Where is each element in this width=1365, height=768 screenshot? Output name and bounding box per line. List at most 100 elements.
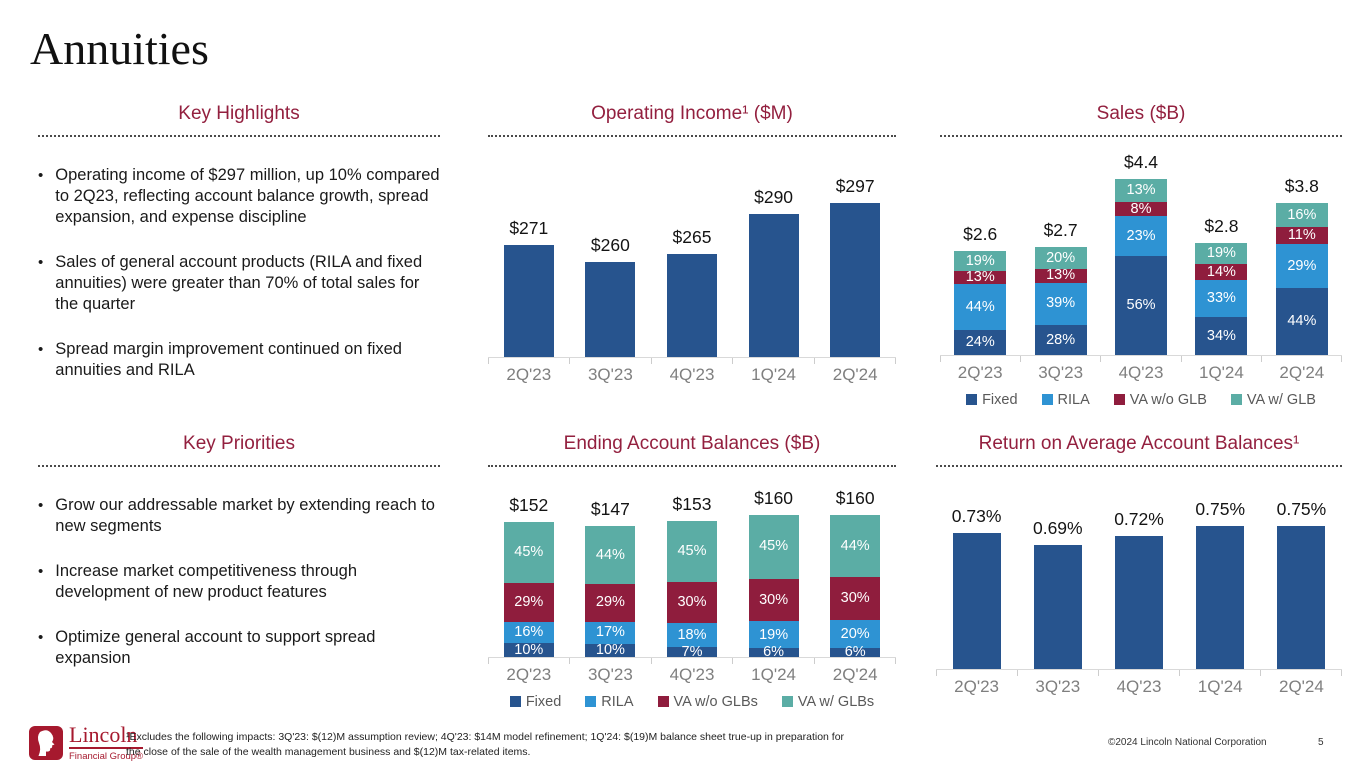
bar-value-label: $153 — [672, 493, 712, 514]
chart-legend: Fixed RILA VA w/o GLB VA w/ GLB — [940, 392, 1342, 408]
bar-cell: 0.75% — [1261, 467, 1342, 669]
bullet-item: • Sales of general account products (RILA… — [38, 252, 440, 315]
bullet-marker: • — [38, 340, 44, 358]
bar-4Q'23: 56% 23% 8% 13% — [1115, 178, 1168, 355]
segment-VA w/o GLB: 8% — [1115, 200, 1168, 217]
axis-tick — [1180, 355, 1261, 362]
bar-cell: $2.8 34% 33% 14% 19% — [1181, 137, 1261, 355]
bullet-item: • Increase market competitiveness through… — [38, 561, 440, 603]
bullet-item: • Optimize general account to support spr… — [38, 627, 440, 669]
axis-tick — [732, 657, 813, 664]
segment-VA w/o GLB: 13% — [954, 269, 1007, 286]
bar-4Q'23: 7% 18% 30% 45% — [666, 520, 717, 659]
bullet-marker: • — [38, 253, 44, 271]
chart-title: Return on Average Account Balances¹ — [936, 433, 1342, 467]
segment-label: 44% — [840, 537, 870, 554]
segment-RILA: 33% — [1195, 279, 1248, 317]
axis-tick — [732, 357, 813, 364]
segment-label: 45% — [677, 543, 707, 560]
bar-cell: $265 — [651, 137, 733, 357]
segment-label: 20% — [840, 625, 870, 642]
return-on-avg-balances-chart: Return on Average Account Balances¹ 0.73… — [936, 433, 1342, 697]
legend-label: VA w/o GLB — [1129, 391, 1207, 408]
segment-VA w/o GLB: 11% — [1275, 227, 1328, 244]
legend-item-VA w/ GLB: VA w/ GLB — [1230, 392, 1316, 408]
legend-label: Fixed — [525, 693, 562, 710]
segment-Fixed: 6% — [748, 645, 799, 659]
bar-cell: $160 6% 19% 30% 45% — [733, 467, 815, 659]
axis-tick — [1179, 669, 1260, 676]
bar-value-label: 0.69% — [1032, 518, 1083, 539]
legend-item-VA w/o GLB: VA w/o GLB — [1113, 391, 1207, 408]
axis-tick — [1020, 355, 1100, 362]
axis-tick — [569, 357, 650, 364]
segment-Fixed: 10% — [503, 641, 554, 658]
axis-tick — [569, 657, 650, 664]
plot-area: 0.73% 0.69% 0.72% 0.75% 0.75% — [936, 467, 1342, 670]
segment-Fixed: 6% — [830, 644, 881, 661]
segment-VA w/ GLB: 19% — [954, 250, 1007, 271]
segment-Fixed: 7% — [666, 645, 717, 659]
bar-value-label: $260 — [590, 234, 630, 255]
category-label: 2Q'24 — [832, 664, 878, 684]
category-label: 3Q'23 — [587, 664, 633, 684]
bar-cell: 0.69% — [1017, 467, 1098, 669]
legend-label: RILA — [601, 693, 634, 710]
segment-label: 20% — [1046, 249, 1076, 266]
legend-item-RILA: RILA — [585, 693, 634, 710]
segment-label: 6% — [844, 644, 866, 661]
segment-RILA: 23% — [1115, 215, 1168, 257]
segment-VA w/ GLBs: 45% — [748, 514, 799, 579]
segment-label: 19% — [965, 252, 995, 269]
bar-cell: 0.75% — [1180, 467, 1261, 669]
bar-value-label: $271 — [509, 217, 549, 238]
chart-title: Ending Account Balances ($B) — [488, 433, 896, 467]
axis-ticks — [488, 657, 897, 664]
segment-label: 39% — [1046, 295, 1076, 312]
segment-label: 19% — [1206, 245, 1236, 262]
bar-1Q'24: 34% 33% 14% 19% — [1195, 242, 1248, 355]
plot-area: $2.6 24% 44% 13% 19% $2.7 28% 39% 13% 20% $4.4 56% 2… — [940, 137, 1342, 356]
axis-tick — [488, 657, 569, 664]
bullet-item: • Spread margin improvement continued on … — [38, 339, 440, 381]
category-axis-labels: 2Q'23 3Q'23 4Q'23 1Q'24 2Q'24 — [936, 677, 1342, 697]
bar-3Q'23 — [585, 261, 636, 357]
legend-item-Fixed: Fixed — [509, 693, 562, 710]
segment-VA w/o GLBs: 30% — [748, 578, 799, 622]
segment-Fixed: 24% — [954, 329, 1007, 355]
legend-label: Fixed — [982, 391, 1018, 408]
category-label: 1Q'24 — [1197, 676, 1243, 696]
key-priorities-list: • Grow our addressable market by extendin… — [38, 495, 440, 669]
segment-label: 29% — [595, 594, 625, 611]
lincoln-logo-text: Lincoln Financial Group® — [69, 724, 144, 762]
category-label: 1Q'24 — [751, 664, 796, 684]
segment-VA w/ GLBs: 45% — [503, 521, 554, 583]
bullet-item: • Grow our addressable market by extendin… — [38, 495, 440, 537]
lincoln-logo-name: Lincoln — [69, 724, 144, 749]
bullet-text: Grow our addressable market by extending… — [55, 495, 435, 535]
segment-label: 13% — [965, 269, 995, 286]
bar-2Q'24: 44% 29% 11% 16% — [1275, 202, 1328, 355]
bullet-text: Sales of general account products (RILA … — [55, 252, 423, 313]
sales-chart: Sales ($B) $2.6 24% 44% 13% 19% $2.7 28% 39% 13%… — [940, 103, 1343, 408]
segment-label: 8% — [1130, 200, 1152, 217]
segment-VA w/ GLBs: 44% — [830, 514, 881, 578]
category-label: 2Q'23 — [506, 664, 552, 684]
bar-value-label: 0.73% — [951, 505, 1002, 526]
bullet-text: Operating income of $297 million, up 10%… — [55, 165, 440, 226]
segment-VA w/o GLBs: 29% — [585, 583, 636, 622]
bar-value-label: $3.8 — [1284, 175, 1319, 196]
category-label: 4Q'23 — [669, 664, 715, 684]
category-label: 1Q'24 — [1199, 362, 1244, 382]
category-axis-labels: 2Q'23 3Q'23 4Q'23 1Q'24 2Q'24 — [488, 365, 896, 385]
axis-tick — [813, 357, 897, 364]
segment-RILA: 19% — [748, 621, 799, 649]
segment-Fixed: 10% — [585, 643, 636, 657]
segment-label: 29% — [1287, 257, 1317, 274]
key-highlights-heading: Key Highlights — [38, 103, 440, 137]
axis-ticks — [488, 357, 897, 364]
lincoln-logo-subtext: Financial Group® — [69, 751, 144, 762]
segment-label: 10% — [514, 641, 544, 658]
bar-value-label: 0.75% — [1195, 499, 1246, 520]
segment-Fixed: 44% — [1275, 288, 1328, 355]
